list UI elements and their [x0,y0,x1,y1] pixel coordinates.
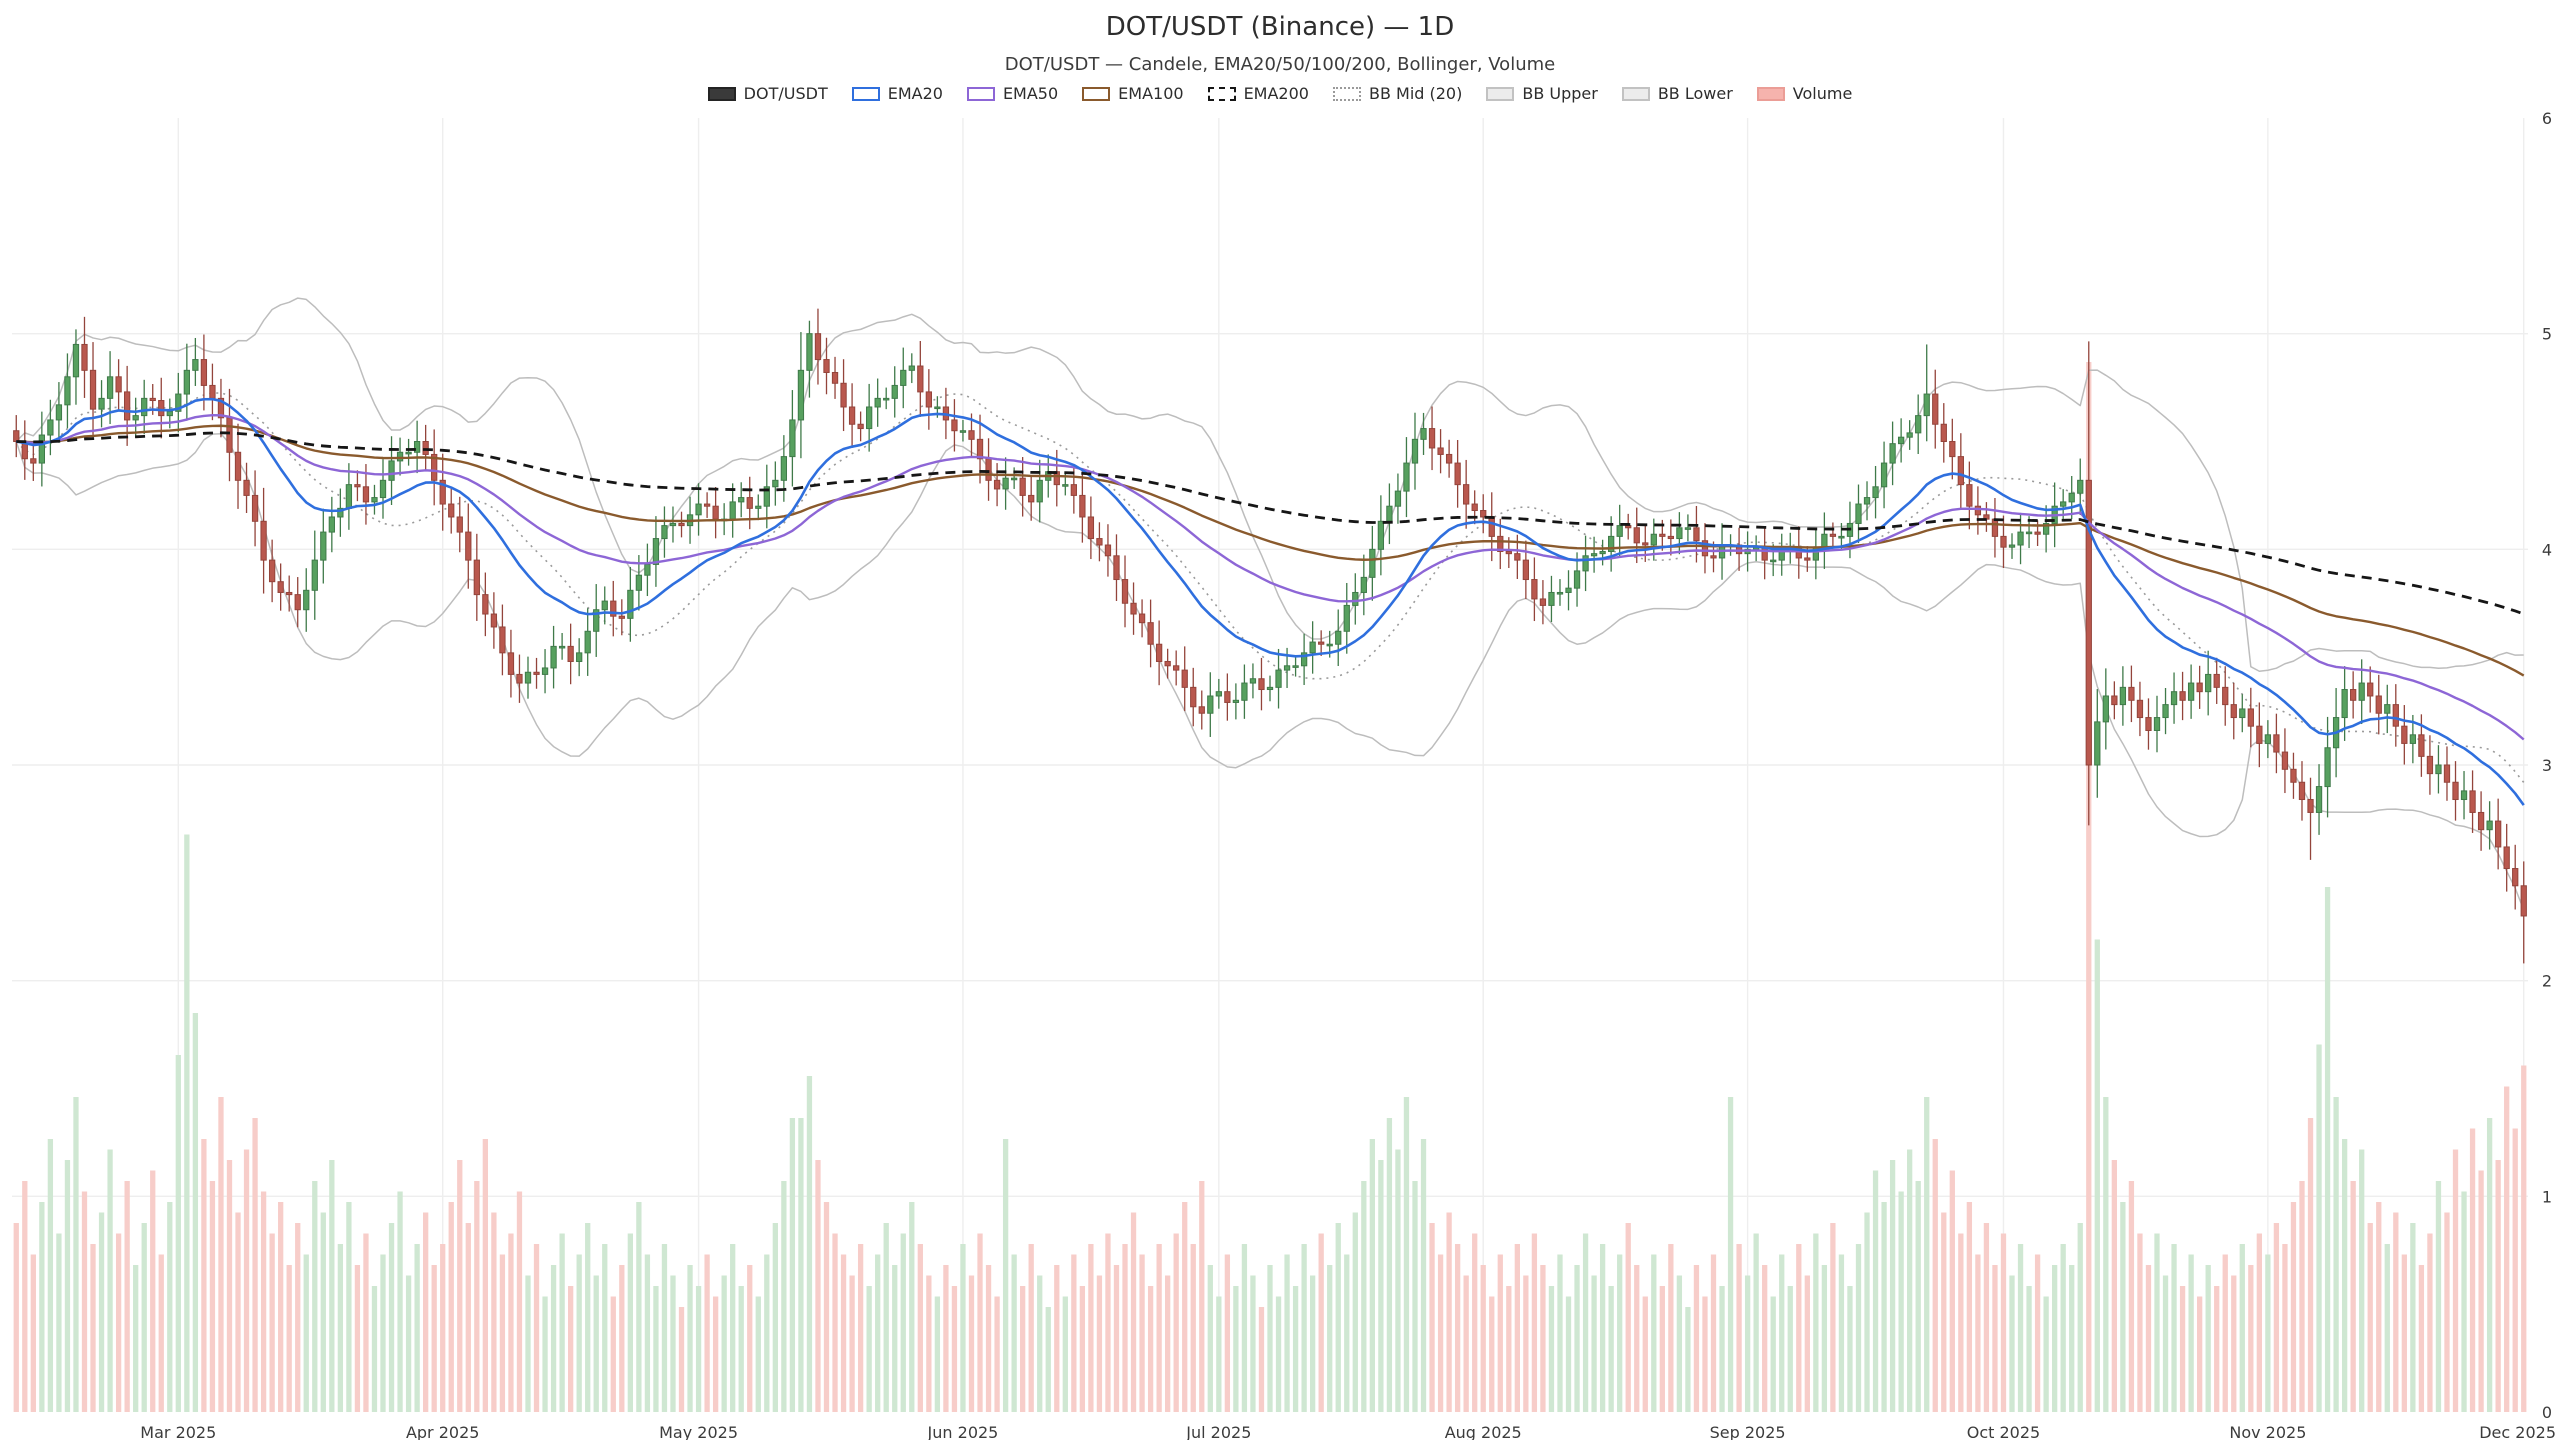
ema20-line [16,397,2525,806]
legend-label: EMA50 [1002,84,1059,103]
candles-swatch [707,86,736,101]
svg-text:May 2025: May 2025 [659,1423,738,1440]
svg-text:3: 3 [2542,756,2552,775]
svg-text:6: 6 [2542,109,2552,128]
grid-layer [12,118,2528,1412]
svg-text:Aug 2025: Aug 2025 [1445,1423,1522,1440]
svg-text:Nov 2025: Nov 2025 [2229,1423,2306,1440]
legend-item: BB Mid (20) [1332,84,1463,103]
candles-layer [13,308,2527,964]
bollinger-upper-line [15,297,2524,672]
legend-label: Volume [1792,84,1853,103]
legend-item: EMA20 [851,84,943,103]
legend-item: BB Lower [1621,84,1733,103]
bollinger-lower-line [15,433,2525,911]
legend-item: EMA50 [966,84,1059,103]
legend-label: DOT/USDT [743,84,828,103]
chart-title: DOT/USDT (Binance) — 1D [1105,12,1455,42]
ema50-swatch [966,86,995,101]
legend-item: Volume [1756,84,1853,103]
legend-label: BB Lower [1657,84,1733,103]
legend-item: EMA200 [1207,84,1309,103]
legend-label: EMA200 [1243,84,1309,103]
legend-label: EMA100 [1118,84,1184,103]
svg-text:1: 1 [2542,1187,2552,1206]
ema100-swatch [1082,86,1111,101]
svg-text:2: 2 [2542,972,2552,991]
ema200-swatch [1207,86,1236,101]
svg-text:4: 4 [2542,540,2552,559]
legend-item: BB Upper [1486,84,1598,103]
svg-text:Jul 2025: Jul 2025 [1185,1423,1251,1440]
svg-text:Sep 2025: Sep 2025 [1710,1423,1786,1440]
svg-text:Oct 2025: Oct 2025 [1967,1423,2040,1440]
volume-swatch [1756,86,1785,101]
legend-label: EMA20 [887,84,943,103]
axis-labels: 0 1 2 3 4 5 6 Mar 2025 Apr 2025 May 2025 Jun 2025 J… [140,109,2556,1440]
svg-text:Jun 2025: Jun 2025 [927,1423,999,1440]
chart-subtitle: DOT/USDT — Candele, EMA20/50/100/200, Bo… [1004,54,1556,75]
ema50-line [16,414,2525,741]
svg-text:Mar 2025: Mar 2025 [140,1423,216,1440]
volume-layer [13,362,2527,1412]
ema200-line [16,431,2525,616]
svg-text:0: 0 [2542,1403,2552,1422]
svg-text:Dec 2025: Dec 2025 [2479,1423,2556,1440]
legend-label: BB Upper [1522,84,1598,103]
svg-text:Apr 2025: Apr 2025 [406,1423,479,1440]
svg-text:5: 5 [2542,325,2552,344]
bb-lower-swatch [1621,86,1650,101]
ema20-swatch [851,86,880,101]
legend-item: DOT/USDT [707,84,828,103]
legend-item: EMA100 [1082,84,1184,103]
bb-upper-swatch [1486,86,1515,101]
bb-mid-swatch [1332,86,1361,101]
legend-label: BB Mid (20) [1368,84,1463,103]
ema100-line [16,424,2525,677]
legend: DOT/USDT EMA20 EMA50 EMA100 EMA200 BB Mid (20… [0,84,2560,103]
